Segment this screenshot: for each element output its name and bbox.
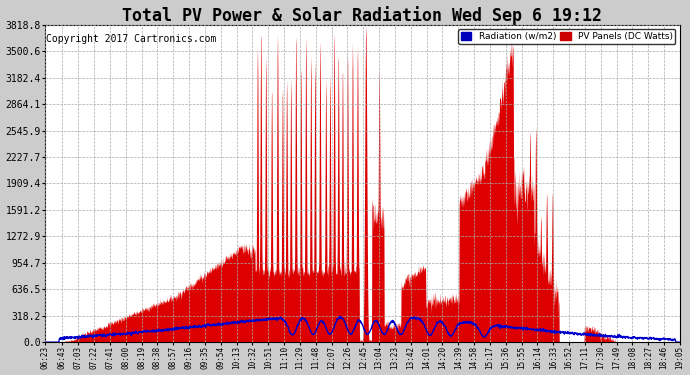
Title: Total PV Power & Solar Radiation Wed Sep 6 19:12: Total PV Power & Solar Radiation Wed Sep… bbox=[122, 6, 602, 24]
Text: Copyright 2017 Cartronics.com: Copyright 2017 Cartronics.com bbox=[46, 34, 217, 44]
Legend: Radiation (w/m2), PV Panels (DC Watts): Radiation (w/m2), PV Panels (DC Watts) bbox=[457, 29, 676, 44]
